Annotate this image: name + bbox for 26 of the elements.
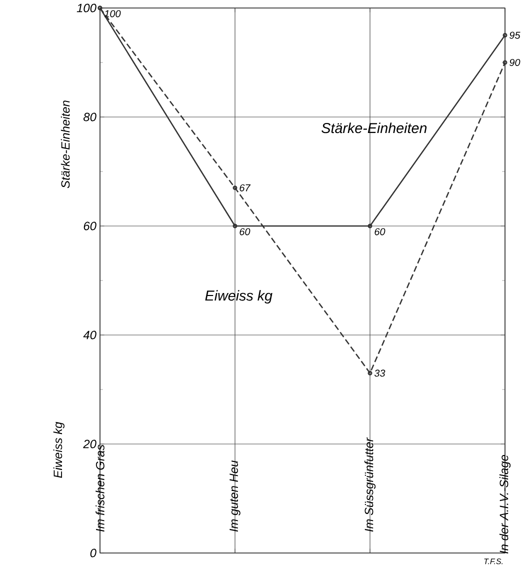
y-tick-label: 100	[76, 4, 96, 12]
data-label: 90	[510, 58, 520, 66]
data-label: 33	[374, 370, 386, 377]
y-tick-label: 0	[90, 548, 96, 558]
x-tick-label: In der A.I.V.-Silage	[499, 454, 511, 554]
x-tick-label: Im Süssgrünfutter	[364, 437, 376, 532]
x-tick-label: Im frischen Gras	[96, 444, 104, 532]
point	[502, 60, 508, 65]
point	[232, 186, 238, 190]
data-label: 60	[374, 228, 386, 236]
point	[232, 224, 238, 228]
series-label: Stärke-Einheiten	[322, 122, 427, 134]
data-label: 95	[510, 32, 520, 39]
data-label: 100	[104, 10, 121, 18]
point	[368, 224, 372, 228]
y-tick-label: 40	[83, 330, 96, 340]
x-tick-label: Im guten Heu	[230, 460, 240, 532]
y-tick-label: 20	[83, 440, 96, 448]
point	[368, 370, 372, 376]
text: Eiweiss kg	[205, 290, 272, 304]
y-tick-label: 60	[84, 222, 96, 230]
data-label: 67	[240, 184, 251, 192]
text: Eiweiss kg	[53, 422, 64, 478]
data-label: 60	[240, 228, 250, 236]
y-axis-title: Stärke-Einheiten	[60, 100, 70, 188]
y-tick-label: 80	[83, 112, 96, 122]
